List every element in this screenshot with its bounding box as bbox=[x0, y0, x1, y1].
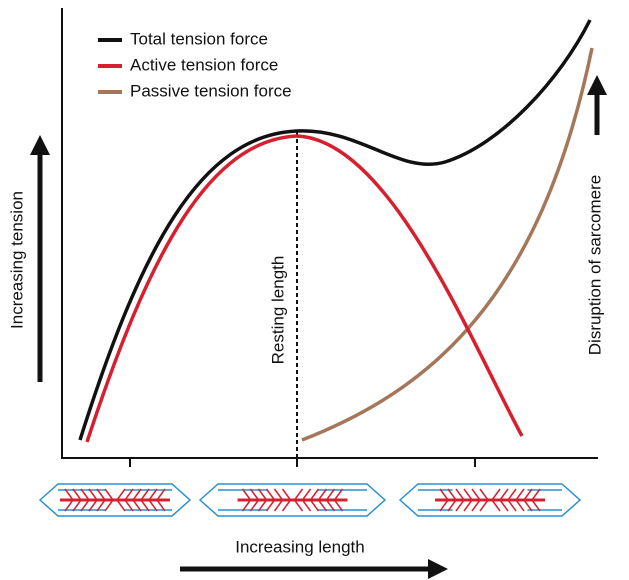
myosin-head bbox=[148, 488, 158, 512]
myosin-head bbox=[140, 488, 150, 512]
myosin-head bbox=[447, 488, 457, 512]
sarcomere-outline bbox=[198, 483, 387, 517]
myosin-head bbox=[499, 488, 509, 512]
myosin-head bbox=[104, 488, 114, 512]
myosin-head bbox=[249, 488, 260, 512]
total-curve bbox=[78, 19, 592, 441]
myosin-head bbox=[479, 488, 489, 512]
myosin-head bbox=[281, 488, 292, 512]
myosin-head bbox=[523, 488, 533, 512]
resting-label: Resting length bbox=[268, 256, 287, 365]
legend-label: Passive tension force bbox=[130, 81, 292, 100]
sarcomeres bbox=[38, 483, 582, 517]
myosin-head bbox=[491, 488, 501, 512]
myosin-head bbox=[439, 488, 449, 512]
myosin-head bbox=[333, 488, 344, 512]
myosin-head bbox=[80, 488, 90, 512]
myosin-head bbox=[257, 488, 268, 512]
myosin-head bbox=[156, 488, 166, 512]
myosin-head bbox=[531, 488, 541, 512]
myosin-head bbox=[116, 488, 126, 512]
sarcomere-outline bbox=[38, 483, 192, 517]
myosin-head bbox=[507, 488, 517, 512]
disruption-label: Disruption of sarcomere bbox=[585, 175, 604, 355]
sarcomere-outline bbox=[398, 483, 582, 517]
myosin-head bbox=[471, 488, 481, 512]
y-axis-label: Increasing tension bbox=[7, 191, 26, 329]
myosin-head bbox=[265, 488, 276, 512]
myosin-head bbox=[455, 488, 465, 512]
myosin-head bbox=[463, 488, 473, 512]
myosin-head bbox=[132, 488, 142, 512]
myosin-head bbox=[317, 488, 328, 512]
myosin-head bbox=[64, 488, 74, 512]
myosin-head bbox=[325, 488, 336, 512]
legend-label: Active tension force bbox=[130, 55, 278, 74]
legend-label: Total tension force bbox=[130, 29, 268, 48]
myosin-head bbox=[124, 488, 134, 512]
legend: Total tension force Active tension force P… bbox=[98, 29, 292, 100]
myosin-head bbox=[309, 488, 320, 512]
myosin-head bbox=[273, 488, 284, 512]
x-axis-label: Increasing length bbox=[235, 537, 364, 556]
myosin-head bbox=[72, 488, 82, 512]
myosin-head bbox=[241, 488, 252, 512]
myosin-head bbox=[96, 488, 106, 512]
active-curve bbox=[85, 134, 524, 443]
myosin-head bbox=[515, 488, 525, 512]
myosin-head bbox=[88, 488, 98, 512]
passive-curve bbox=[301, 47, 594, 442]
myosin-head bbox=[301, 488, 312, 512]
myosin-head bbox=[293, 488, 304, 512]
